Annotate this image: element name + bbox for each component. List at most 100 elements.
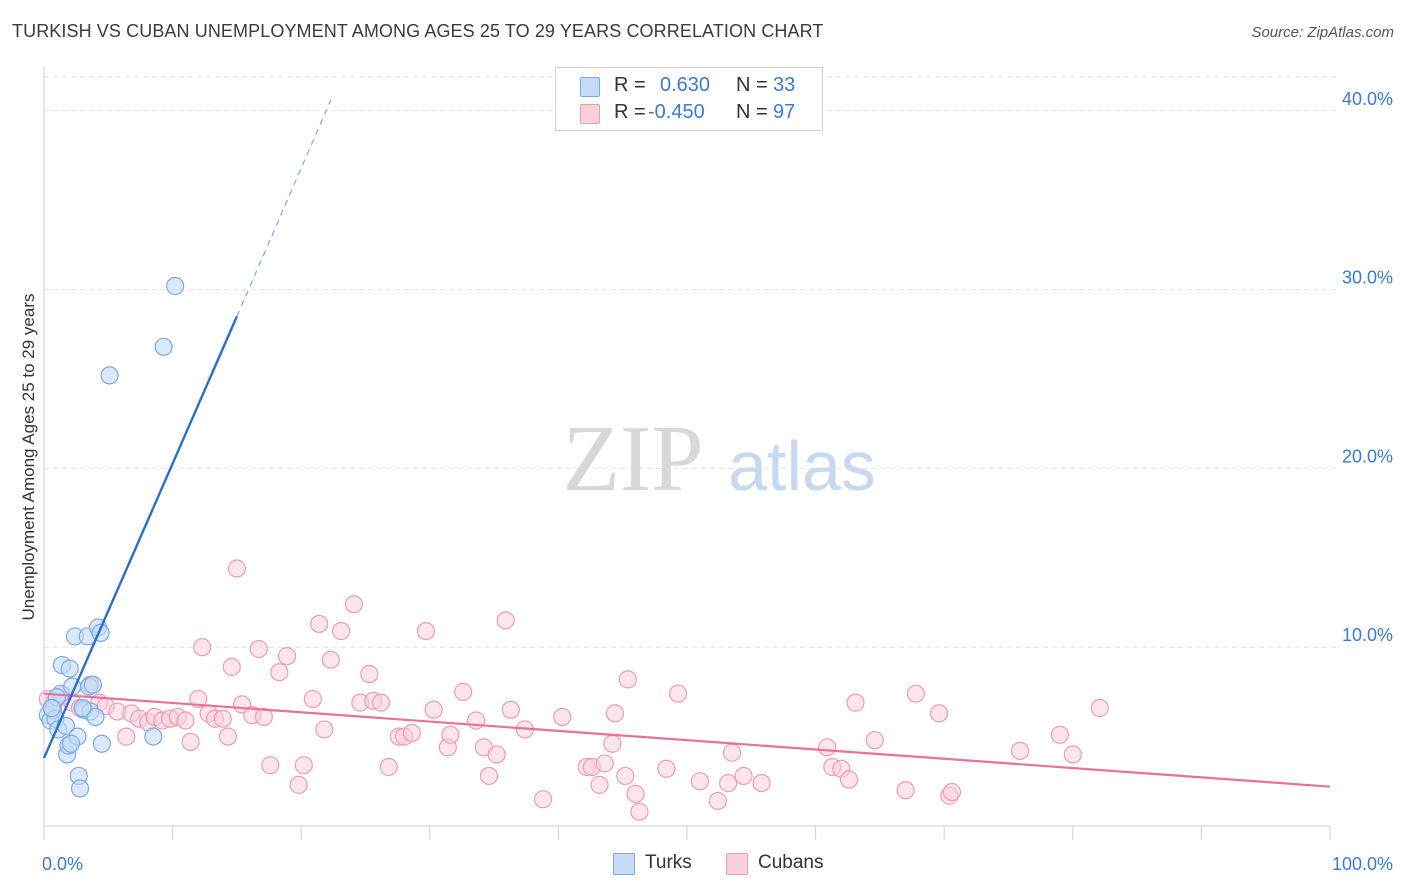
- turks-legend-label: Turks: [645, 852, 692, 873]
- turks-n-label: N =: [736, 74, 768, 96]
- cuban-point: [227, 559, 246, 578]
- turk-point: [61, 734, 81, 753]
- cuban-point: [595, 754, 614, 773]
- turk-point: [42, 698, 61, 718]
- watermark-atlas: atlas: [728, 427, 876, 505]
- turk-point: [100, 366, 119, 385]
- cuban-point: [846, 693, 865, 712]
- cuban-point: [294, 756, 313, 775]
- cuban-point: [303, 689, 322, 709]
- cuban-point: [176, 711, 195, 730]
- turks-trendline: [42, 315, 238, 759]
- turk-point: [60, 659, 79, 678]
- cuban-point: [321, 650, 340, 669]
- cuban-point: [213, 709, 232, 728]
- x-tick-label: 0.0%: [42, 854, 83, 874]
- cuban-point: [906, 684, 926, 703]
- cuban-point: [630, 802, 649, 821]
- cuban-point: [818, 738, 837, 757]
- cuban-point: [218, 727, 237, 746]
- cubans-r-value: -0.450: [648, 101, 705, 123]
- cuban-point: [487, 745, 506, 764]
- cuban-point: [626, 784, 645, 803]
- cuban-point: [402, 723, 421, 743]
- correlation-legend: R = 0.630 N = 33 R = -0.450 N = 97: [555, 67, 823, 131]
- y-tick-label: 40.0%: [1342, 89, 1393, 109]
- turks-r-label: R =: [614, 74, 646, 96]
- turk-point: [154, 337, 173, 356]
- cubans-n-value: 97: [773, 101, 796, 123]
- cuban-point: [734, 766, 753, 786]
- turk-point: [86, 707, 105, 727]
- turk-point: [144, 727, 163, 746]
- turks-legend-swatch: [613, 853, 635, 875]
- cuban-point: [261, 756, 280, 775]
- cuban-point: [371, 693, 391, 712]
- cuban-point: [249, 639, 268, 659]
- cuban-point: [605, 704, 625, 723]
- watermark-zip: ZIP: [563, 407, 704, 511]
- cuban-point: [310, 614, 329, 634]
- cubans-points: [38, 559, 1109, 821]
- cubans-legend-label: Cubans: [758, 852, 824, 873]
- cuban-point: [479, 766, 499, 786]
- cuban-point: [270, 663, 289, 682]
- legend-row-turks: R = 0.630 N = 33: [556, 73, 822, 99]
- y-axis-label: Unemployment Among Ages 25 to 29 years: [19, 294, 38, 621]
- cuban-point: [193, 638, 212, 657]
- cuban-point: [416, 621, 436, 641]
- turks-trendline-extension: [236, 99, 332, 317]
- cuban-point: [1063, 745, 1082, 764]
- cuban-point: [424, 700, 443, 719]
- cuban-point: [360, 664, 379, 684]
- cuban-point: [533, 790, 553, 809]
- cuban-point: [1050, 725, 1070, 744]
- cuban-point: [181, 732, 200, 752]
- legend-row-cubans: R = -0.450 N = 97: [556, 100, 822, 126]
- cuban-point: [616, 766, 635, 786]
- cuban-point: [719, 773, 738, 793]
- cuban-point: [496, 611, 515, 630]
- turk-point: [92, 734, 111, 753]
- cuban-point: [618, 670, 637, 689]
- chart-title: TURKISH VS CUBAN UNEMPLOYMENT AMONG AGES…: [12, 21, 824, 41]
- turk-point: [73, 698, 92, 718]
- cubans-r-label: R =: [614, 101, 646, 123]
- cuban-point: [501, 700, 520, 719]
- cuban-point: [929, 704, 949, 723]
- cuban-point: [603, 734, 622, 753]
- cuban-point: [942, 782, 962, 802]
- turk-point: [83, 675, 102, 694]
- cuban-point: [553, 707, 572, 727]
- cuban-point: [839, 770, 859, 789]
- turk-point: [70, 779, 90, 798]
- y-tick-label: 20.0%: [1342, 446, 1393, 466]
- cuban-point: [708, 791, 727, 811]
- cubans-trendline: [43, 692, 1331, 788]
- cubans-swatch: [580, 104, 600, 124]
- cuban-point: [1010, 741, 1030, 761]
- cuban-point: [331, 621, 351, 641]
- cuban-point: [752, 773, 771, 793]
- cuban-point: [254, 707, 274, 727]
- watermark: ZIP atlas: [563, 407, 876, 511]
- cuban-point: [690, 772, 709, 791]
- turk-point: [166, 276, 185, 296]
- cuban-point: [722, 743, 742, 762]
- cuban-point: [277, 647, 297, 666]
- cuban-point: [189, 689, 208, 709]
- trendlines: [42, 99, 1331, 788]
- turks-swatch: [580, 77, 600, 97]
- cubans-n-label: N =: [736, 101, 768, 123]
- cuban-point: [657, 759, 676, 778]
- cuban-point: [454, 682, 473, 701]
- turks-points: [38, 276, 185, 798]
- cuban-point: [590, 775, 609, 794]
- y-tick-label: 30.0%: [1342, 268, 1393, 288]
- x-tick-label: 100.0%: [1332, 854, 1393, 874]
- cuban-point: [315, 720, 334, 739]
- cuban-point: [289, 775, 308, 794]
- cuban-point: [222, 657, 241, 676]
- turks-n-value: 33: [773, 74, 796, 96]
- cuban-point: [1090, 698, 1109, 718]
